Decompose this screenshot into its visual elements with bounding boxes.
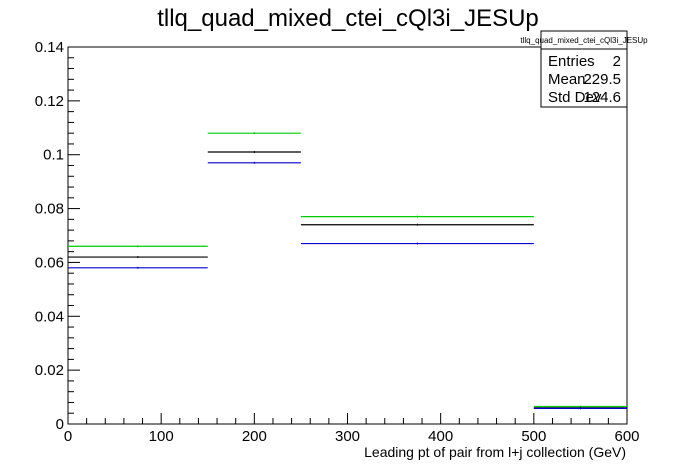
stats-box-title: tllq_quad_mixed_ctei_cQl3i_JESUp xyxy=(520,36,648,45)
x-tick-label: 100 xyxy=(149,428,174,445)
y-tick-label: 0 xyxy=(56,416,64,433)
x-tick-label: 500 xyxy=(521,428,546,445)
series-2 xyxy=(68,161,627,410)
y-tick-label: 0.14 xyxy=(35,39,64,56)
y-tick-label: 0.1 xyxy=(43,147,64,164)
y-tick-label: 0.02 xyxy=(35,362,64,379)
stats-label-std-dev: Std Dev xyxy=(548,89,602,106)
stats-label-entries: Entries xyxy=(548,53,595,70)
x-axis: 0 100 200 300 400 500 600 xyxy=(64,413,640,445)
x-tick-label: 0 xyxy=(64,428,72,445)
stats-label-mean: Mean xyxy=(548,71,586,88)
y-axis: 0 0.02 0.04 0.06 0.08 0.1 0.12 0.14 xyxy=(35,39,80,433)
x-tick-label: 400 xyxy=(428,428,453,445)
y-tick-label: 0.04 xyxy=(35,308,64,325)
x-tick-label: 300 xyxy=(335,428,360,445)
x-tick-label: 600 xyxy=(614,428,639,445)
x-tick-label: 200 xyxy=(242,428,267,445)
y-tick-label: 0.08 xyxy=(35,201,64,218)
stats-value-std-dev: 124.6 xyxy=(583,89,621,106)
y-tick-label: 0.06 xyxy=(35,254,64,271)
y-tick-label: 0.12 xyxy=(35,93,64,110)
stats-box-frame xyxy=(540,30,628,108)
stats-box: tllq_quad_mixed_ctei_cQl3i_JESUp Entries… xyxy=(520,30,648,108)
series-0 xyxy=(68,132,627,408)
series-1 xyxy=(68,151,627,409)
stats-value-entries: 2 xyxy=(613,53,621,70)
series-layer xyxy=(68,132,627,410)
chart-title: tllq_quad_mixed_ctei_cQl3i_JESUp xyxy=(157,5,539,32)
stats-value-mean: 229.5 xyxy=(583,71,621,88)
x-axis-title: Leading pt of pair from l+j collection (… xyxy=(364,444,626,460)
